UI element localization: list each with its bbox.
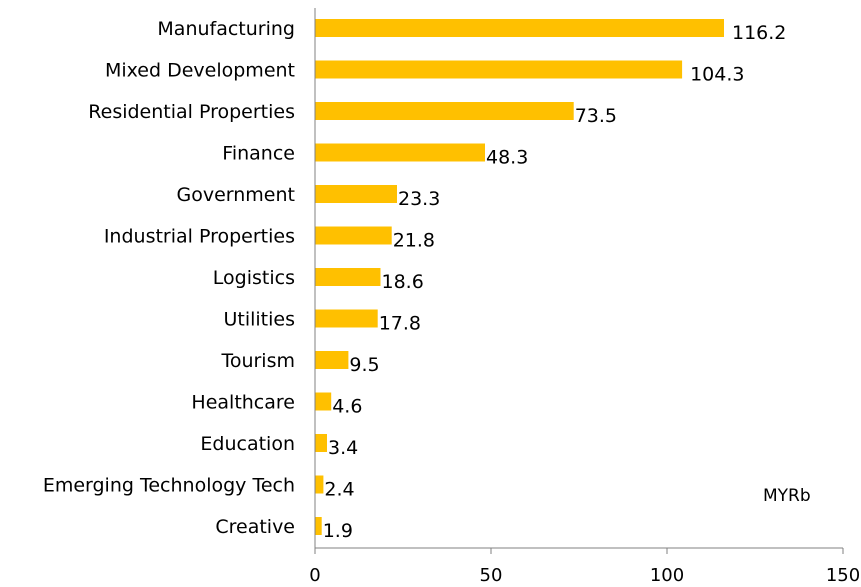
bar-2 <box>315 102 574 120</box>
category-label-3: Finance <box>222 143 295 165</box>
x-tick-label-0: 0 <box>309 565 320 586</box>
category-label-9: Healthcare <box>191 392 295 414</box>
value-label-9: 4.6 <box>332 396 362 418</box>
value-label-6: 18.6 <box>382 271 424 293</box>
category-label-10: Education <box>200 433 295 455</box>
value-label-12: 1.9 <box>323 520 353 542</box>
category-label-7: Utilities <box>223 309 295 331</box>
category-label-2: Residential Properties <box>88 101 295 123</box>
bar-11 <box>315 475 324 494</box>
value-label-10: 3.4 <box>328 437 358 459</box>
bar-12 <box>315 517 322 535</box>
x-tick-label-1: 50 <box>480 565 503 586</box>
x-tick-label-3: 150 <box>826 565 860 586</box>
unit-label: MYRb <box>763 486 811 506</box>
value-label-2: 73.5 <box>575 105 617 127</box>
bar-5 <box>315 226 392 245</box>
bar-4 <box>315 185 397 203</box>
bar-10 <box>315 434 327 452</box>
bar-3 <box>315 143 485 162</box>
value-label-1: 104.3 <box>690 64 744 86</box>
x-ticks-group: 0 50 100 150 <box>309 548 860 586</box>
x-tick-label-2: 100 <box>650 565 684 586</box>
bars-group <box>315 19 724 535</box>
category-label-11: Emerging Technology Tech <box>43 475 295 497</box>
category-label-0: Manufacturing <box>157 18 295 40</box>
category-label-8: Tourism <box>220 350 295 372</box>
category-label-4: Government <box>177 184 296 206</box>
bar-0 <box>315 19 724 37</box>
bar-8 <box>315 351 349 369</box>
value-label-0: 116.2 <box>732 22 786 44</box>
value-label-11: 2.4 <box>324 479 354 501</box>
bar-7 <box>315 309 378 328</box>
category-label-5: Industrial Properties <box>104 226 295 248</box>
axes-group <box>314 8 843 549</box>
value-label-4: 23.3 <box>398 188 440 210</box>
category-label-12: Creative <box>215 516 295 538</box>
labels-group: Manufacturing 116.2 Mixed Development 104.3… <box>43 18 787 542</box>
value-label-7: 17.8 <box>379 313 421 335</box>
value-label-5: 21.8 <box>393 230 435 252</box>
bar-1 <box>315 60 683 79</box>
value-label-8: 9.5 <box>349 354 379 376</box>
bar-9 <box>315 392 332 411</box>
category-label-6: Logistics <box>213 267 295 289</box>
bar-6 <box>315 268 381 286</box>
value-label-3: 48.3 <box>486 147 528 169</box>
category-label-1: Mixed Development <box>105 60 295 82</box>
